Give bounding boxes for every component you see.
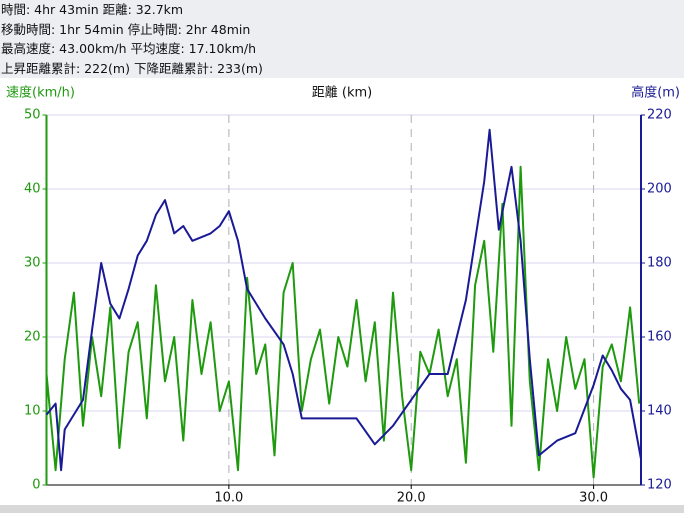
y2-tick-label: 180 xyxy=(647,256,672,271)
y-tick-label: 10 xyxy=(24,404,41,419)
y-axis-label: 速度(km/h) xyxy=(6,85,75,101)
chart: 速度(km/h) 距離 (km) 高度(m) 0 10 20 30 40 50 120 140… xyxy=(0,85,684,513)
x-tick-label: 20.0 xyxy=(397,491,426,506)
x-axis-label: 距離 (km) xyxy=(312,86,372,101)
y-tick-label: 30 xyxy=(24,256,41,271)
y2-tick-label: 160 xyxy=(647,330,672,345)
y-tick-label: 20 xyxy=(24,330,41,345)
bottom-bar xyxy=(0,505,684,513)
y2-axis-label: 高度(m) xyxy=(631,85,680,101)
y2-tick-label: 120 xyxy=(647,478,672,493)
summary: 時間: 4hr 43min 距離: 32.7km 移動時間: 1hr 54min… xyxy=(0,0,684,78)
summary-line: 時間: 4hr 43min 距離: 32.7km xyxy=(1,2,184,17)
y2-tick-label: 220 xyxy=(647,108,672,123)
summary-line: 上昇距離累計: 222(m) 下降距離累計: 233(m) xyxy=(1,60,263,76)
summary-line: 移動時間: 1hr 54min 停止時間: 2hr 48min xyxy=(1,21,251,37)
y-tick-label: 50 xyxy=(24,108,41,123)
x-tick-label: 10.0 xyxy=(214,491,243,506)
y2-tick-label: 200 xyxy=(647,182,672,197)
summary-line: 最高速度: 43.00km/h 平均速度: 17.10km/h xyxy=(1,41,257,56)
series-line xyxy=(45,165,641,479)
series-line xyxy=(45,128,642,472)
y2-tick-label: 140 xyxy=(647,404,672,419)
y-tick-label: 40 xyxy=(24,182,41,197)
y-tick-label: 0 xyxy=(32,478,40,493)
x-tick-label: 30.0 xyxy=(579,491,608,506)
